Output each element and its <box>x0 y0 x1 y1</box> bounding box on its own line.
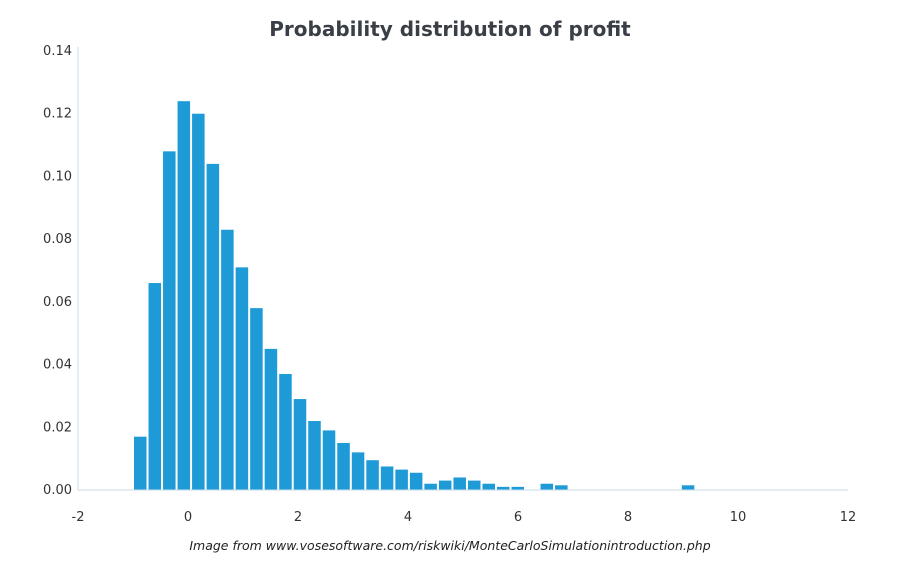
x-tick-label: 12 <box>840 510 857 525</box>
histogram-bar <box>395 469 408 490</box>
histogram-bar <box>308 421 321 490</box>
histogram-bar <box>322 430 336 490</box>
x-tick-label: 6 <box>514 510 522 525</box>
histogram-bar <box>293 399 307 490</box>
histogram-bar <box>250 308 263 490</box>
histogram-bar <box>177 101 191 491</box>
chart-title: Probability distribution of profit <box>269 17 631 41</box>
histogram-bar <box>134 436 147 490</box>
histogram-bar <box>453 477 466 490</box>
y-tick-label: 0.04 <box>43 358 72 373</box>
x-tick-label: 4 <box>404 510 412 525</box>
bars-group <box>134 101 695 491</box>
x-tick-labels: -2 0 2 4 6 8 10 12 <box>72 510 857 525</box>
histogram-bar <box>337 442 350 490</box>
histogram-bar <box>438 480 452 490</box>
y-tick-label: 0.00 <box>43 483 72 498</box>
histogram-bar <box>366 460 379 490</box>
x-tick-label: -2 <box>72 510 85 525</box>
y-tick-labels: 0.00 0.02 0.04 0.06 0.08 0.10 0.12 0.14 <box>43 44 72 498</box>
histogram-bar <box>279 373 292 490</box>
histogram-bar <box>409 472 423 490</box>
histogram-bar <box>540 483 554 490</box>
histogram-bar <box>424 483 437 490</box>
image-source-caption: Image from www.vosesoftware.com/riskwiki… <box>189 538 710 553</box>
y-tick-label: 0.08 <box>43 232 72 247</box>
histogram-bar <box>192 113 205 491</box>
histogram-bar <box>555 485 568 490</box>
y-tick-label: 0.12 <box>43 107 72 122</box>
x-tick-label: 10 <box>730 510 747 525</box>
y-tick-label: 0.02 <box>43 420 72 435</box>
histogram-bar <box>235 267 249 490</box>
y-tick-label: 0.06 <box>43 295 72 310</box>
histogram-bar <box>681 485 695 490</box>
histogram-bar <box>221 229 234 491</box>
x-tick-label: 8 <box>624 510 632 525</box>
y-tick-label: 0.10 <box>43 169 72 184</box>
x-tick-label: 2 <box>294 510 302 525</box>
histogram-bar <box>148 283 162 490</box>
x-tick-label: 0 <box>184 510 192 525</box>
histogram-bar <box>163 151 176 490</box>
histogram-bar <box>380 466 394 490</box>
histogram-bar <box>497 486 510 490</box>
histogram-bar <box>206 163 220 490</box>
y-tick-label: 0.14 <box>43 44 72 59</box>
histogram-bar <box>264 348 278 490</box>
histogram-bar <box>511 486 525 490</box>
histogram-bar <box>351 452 365 490</box>
histogram-bar <box>482 483 495 490</box>
histogram-bar <box>467 480 481 490</box>
